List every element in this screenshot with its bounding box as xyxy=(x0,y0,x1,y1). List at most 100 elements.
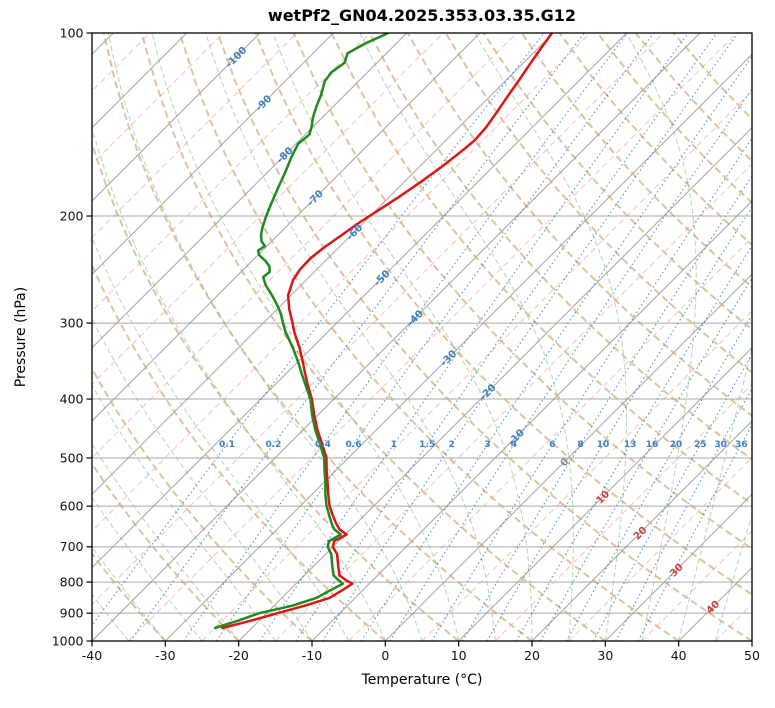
dry-adiabat-line xyxy=(92,461,240,641)
isotherm-label: -30 xyxy=(439,348,460,369)
mixing-ratio-label: 8 xyxy=(577,440,583,450)
dewpoint-profile xyxy=(213,33,390,630)
isotherm-minor-line xyxy=(494,383,752,641)
dry-adiabat-line xyxy=(444,33,752,374)
isotherm-label: 10 xyxy=(595,489,613,507)
moist-adiabats xyxy=(92,33,752,641)
isotherm-label: 30 xyxy=(668,562,686,580)
mixing-ratio-label: 20 xyxy=(670,440,683,450)
sounding-profiles xyxy=(213,33,554,630)
moist-adiabat-line xyxy=(92,384,276,641)
dry-adiabat-line xyxy=(92,552,167,641)
isotherm-label: -100 xyxy=(224,45,250,71)
dry-adiabat-line xyxy=(292,33,752,551)
x-tick-label: 10 xyxy=(451,648,467,663)
dry-adiabat-line xyxy=(520,33,752,289)
chart-title: wetPf2_GN04.2025.353.03.35.G12 xyxy=(267,6,577,25)
isotherm-line xyxy=(92,33,481,422)
x-tick-label: 40 xyxy=(671,648,687,663)
y-tick-label: 100 xyxy=(60,25,84,40)
isotherm-line xyxy=(751,640,752,641)
mixing-ratio-line xyxy=(539,277,752,641)
isotherm-label: -70 xyxy=(305,188,326,209)
dry-adiabat-line xyxy=(558,33,752,247)
dry-adiabat-line xyxy=(92,263,386,641)
mixing-ratio-line xyxy=(637,423,752,641)
x-tick-label: 30 xyxy=(597,648,613,663)
mixing-ratio-line xyxy=(215,33,655,641)
isotherm-line xyxy=(384,273,752,641)
isotherm-label: -80 xyxy=(275,145,296,166)
moist-adiabat-line xyxy=(474,33,628,641)
mixing-ratio-label: 0.1 xyxy=(219,440,235,450)
y-tick-label: 400 xyxy=(60,391,84,406)
isotherm-line xyxy=(92,33,261,202)
moist-adiabat-line xyxy=(678,345,752,641)
isotherm-label: 40 xyxy=(705,599,723,617)
mixing-ratio-label: 6 xyxy=(549,440,555,450)
isotherm-line xyxy=(92,33,628,569)
mixing-ratio-line xyxy=(129,33,585,641)
isotherm-line xyxy=(238,126,752,641)
mixing-ratio-line xyxy=(389,88,752,641)
mixing-ratio-label: 2 xyxy=(449,440,455,450)
mixing-ratio-label: 16 xyxy=(646,440,659,450)
isotherm-line xyxy=(92,33,334,276)
isotherm-line xyxy=(458,346,752,641)
isotherm-minor-line xyxy=(641,530,752,641)
mixing-ratio-line xyxy=(295,33,718,641)
mixing-ratio-line xyxy=(516,244,752,641)
isotherm-minor-line xyxy=(92,33,664,606)
mixing-ratio-line xyxy=(431,137,752,641)
moist-adiabat-line xyxy=(151,33,460,641)
dry-adiabat-line xyxy=(330,33,752,506)
dry-adiabat-line xyxy=(102,33,533,641)
isotherm-line xyxy=(531,420,752,641)
mixing-ratio-lines xyxy=(92,33,752,641)
y-axis-label: Pressure (hPa) xyxy=(13,286,29,388)
isotherm-minor-line xyxy=(128,33,738,641)
dry-adiabat-line xyxy=(178,33,680,641)
isotherm-label: -60 xyxy=(345,222,366,243)
isotherm-minor-line xyxy=(348,236,752,641)
mixing-ratio-label: 1 xyxy=(391,440,397,450)
y-tick-label: 700 xyxy=(60,539,84,554)
isotherm-line xyxy=(92,33,701,641)
mixing-ratio-label: 0.4 xyxy=(315,440,331,450)
y-tick-label: 800 xyxy=(60,574,84,589)
temperature-profile xyxy=(221,33,554,630)
isotherm-minor-line xyxy=(274,163,752,641)
x-tick-label: -40 xyxy=(82,648,102,663)
dry-adiabat-line xyxy=(254,33,752,596)
mixing-ratio-label: 13 xyxy=(624,440,637,450)
moist-adiabat-line xyxy=(92,317,313,641)
moist-adiabat-line xyxy=(205,33,496,641)
isotherm-line xyxy=(604,493,752,641)
x-tick-label: 20 xyxy=(524,648,540,663)
mixing-ratio-label: 10 xyxy=(597,440,610,450)
y-tick-label: 900 xyxy=(60,605,84,620)
mixing-ratio-line xyxy=(486,206,752,641)
isotherm-lines xyxy=(92,33,752,641)
moist-adiabat-line xyxy=(272,33,533,641)
mixing-ratio-line xyxy=(615,387,752,641)
moist-adiabat-line xyxy=(92,443,240,641)
moist-adiabat-line xyxy=(359,33,574,641)
y-tick-label: 200 xyxy=(60,208,84,223)
isotherm-line xyxy=(311,200,752,641)
moist-adiabat-line xyxy=(714,513,752,641)
mixing-ratio-line xyxy=(183,33,628,641)
mixing-ratio-line xyxy=(566,314,752,641)
isotherm-label: 20 xyxy=(632,525,650,543)
mixing-ratio-label: 3 xyxy=(484,440,490,450)
mixing-ratio-line xyxy=(461,175,752,641)
x-tick-label: -30 xyxy=(155,648,175,663)
dry-adiabat-line xyxy=(140,33,606,641)
dry-adiabat-line xyxy=(92,366,313,641)
mixing-ratio-label: 30 xyxy=(714,440,727,450)
moist-adiabat-line xyxy=(92,126,386,641)
mixing-ratio-label: 25 xyxy=(694,440,707,450)
mixing-ratio-line xyxy=(592,353,752,641)
isotherm-minor-lines xyxy=(92,33,752,641)
